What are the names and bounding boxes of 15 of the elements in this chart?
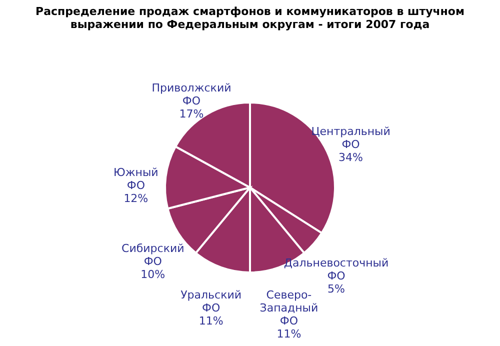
data-label: 11% bbox=[276, 328, 302, 341]
slice-label: Южный ФО bbox=[114, 166, 158, 192]
data-label: 11% bbox=[198, 314, 224, 328]
data-label: 17% bbox=[179, 108, 204, 121]
slice-label: Северо-Западный ФО bbox=[260, 288, 318, 328]
data-label: 34% bbox=[338, 151, 363, 164]
data-label: 12% bbox=[124, 192, 148, 206]
slice-label: Сибирский ФО bbox=[122, 242, 184, 268]
slice-label: Уральский ФО bbox=[180, 288, 242, 315]
data-label: 5% bbox=[328, 282, 345, 296]
slice-label: Дальневосточный ФО bbox=[284, 256, 389, 283]
slice-label: Приволжский ФО bbox=[152, 82, 232, 108]
slice-label: Центральный ФО bbox=[311, 125, 390, 152]
data-label: 10% bbox=[140, 268, 166, 282]
chart-title: Распределение продаж смартфонов и коммуникаторов в штучном выражении по Федеральным округам - итоги 2007 года bbox=[36, 5, 464, 31]
